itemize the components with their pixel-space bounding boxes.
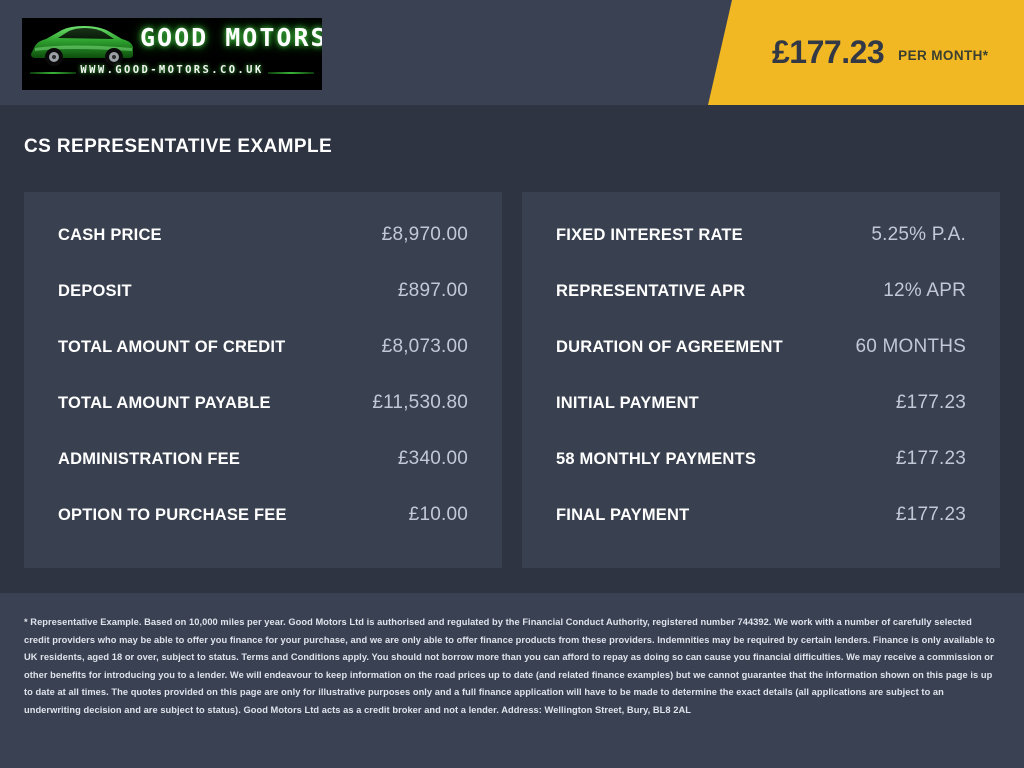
page-title: CS REPRESENTATIVE EXAMPLE <box>24 136 333 157</box>
row-label: ADMINISTRATION FEE <box>58 450 241 468</box>
page-header: GOOD MOTORS WWW.GOOD-MOTORS.CO.UK £177.2… <box>0 0 1024 105</box>
row-value: £11,530.80 <box>372 392 468 413</box>
table-row: INITIAL PAYMENT £177.23 <box>556 392 966 448</box>
row-label: TOTAL AMOUNT PAYABLE <box>58 394 271 412</box>
representative-example-panels: CASH PRICE £8,970.00 DEPOSIT £897.00 TOT… <box>24 192 1000 568</box>
monthly-price-banner: £177.23 PER MONTH* <box>708 0 1024 105</box>
logo-url-text: WWW.GOOD-MOTORS.CO.UK <box>80 64 264 76</box>
row-value: £177.23 <box>895 504 966 525</box>
table-row: DEPOSIT £897.00 <box>58 280 468 336</box>
row-label: FINAL PAYMENT <box>556 506 690 524</box>
logo-rule-left <box>30 72 76 74</box>
table-row: DURATION OF AGREEMENT 60 MONTHS <box>556 336 966 392</box>
row-label: REPRESENTATIVE APR <box>556 282 746 300</box>
green-car-icon <box>31 26 133 66</box>
monthly-price-amount: £177.23 <box>772 34 885 70</box>
right-details-panel: FIXED INTEREST RATE 5.25% P.A. REPRESENT… <box>522 192 1000 568</box>
row-value: £340.00 <box>397 448 468 469</box>
row-value: £177.23 <box>895 392 966 413</box>
row-value: £177.23 <box>895 448 966 469</box>
row-label: 58 MONTHLY PAYMENTS <box>556 450 757 468</box>
table-row: TOTAL AMOUNT OF CREDIT £8,073.00 <box>58 336 468 392</box>
row-label: DURATION OF AGREEMENT <box>556 338 783 356</box>
logo-rule-right <box>268 72 314 74</box>
logo-brand-text: GOOD MOTORS <box>140 23 322 52</box>
row-value: £897.00 <box>397 280 468 301</box>
disclaimer-text: * Representative Example. Based on 10,00… <box>24 617 995 715</box>
table-row: REPRESENTATIVE APR 12% APR <box>556 280 966 336</box>
table-row: ADMINISTRATION FEE £340.00 <box>58 448 468 504</box>
table-row: TOTAL AMOUNT PAYABLE £11,530.80 <box>58 392 468 448</box>
good-motors-logo[interactable]: GOOD MOTORS WWW.GOOD-MOTORS.CO.UK <box>22 18 322 90</box>
row-label: OPTION TO PURCHASE FEE <box>58 506 287 524</box>
table-row: FINAL PAYMENT £177.23 <box>556 504 966 560</box>
table-row: CASH PRICE £8,970.00 <box>58 224 468 280</box>
row-label: CASH PRICE <box>58 226 162 244</box>
row-value: 12% APR <box>883 280 966 301</box>
monthly-price-period: PER MONTH* <box>898 48 989 63</box>
row-label: FIXED INTEREST RATE <box>556 226 743 244</box>
left-details-panel: CASH PRICE £8,970.00 DEPOSIT £897.00 TOT… <box>24 192 502 568</box>
row-label: DEPOSIT <box>58 282 132 300</box>
row-value: £10.00 <box>408 504 468 525</box>
row-value: £8,073.00 <box>381 336 468 357</box>
row-value: 60 MONTHS <box>855 336 966 357</box>
row-value: £8,970.00 <box>381 224 468 245</box>
row-label: TOTAL AMOUNT OF CREDIT <box>58 338 286 356</box>
table-row: OPTION TO PURCHASE FEE £10.00 <box>58 504 468 560</box>
table-row: 58 MONTHLY PAYMENTS £177.23 <box>556 448 966 504</box>
row-label: INITIAL PAYMENT <box>556 394 699 412</box>
row-value: 5.25% P.A. <box>871 224 966 245</box>
page-footer: * Representative Example. Based on 10,00… <box>0 593 1024 768</box>
table-row: FIXED INTEREST RATE 5.25% P.A. <box>556 224 966 280</box>
